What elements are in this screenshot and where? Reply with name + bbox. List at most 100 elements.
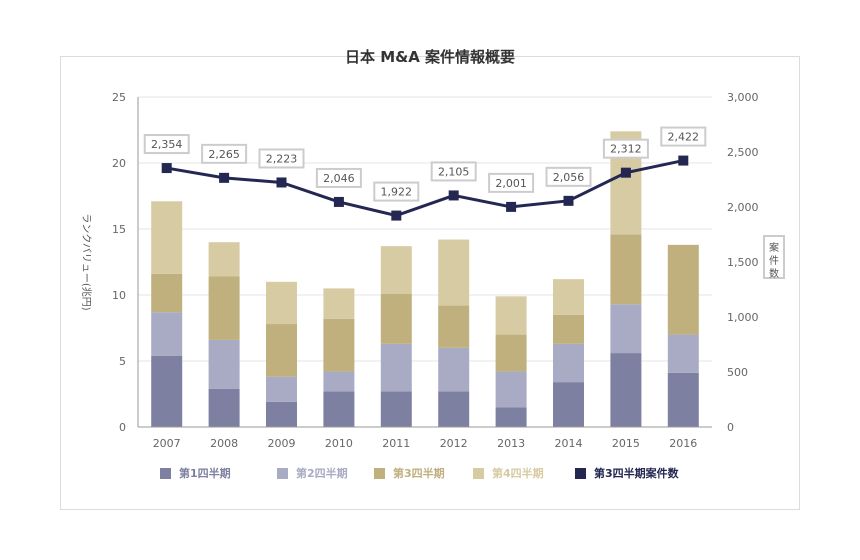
count-point — [276, 177, 287, 188]
x-tick-label: 2010 — [325, 437, 353, 450]
bar-segment — [495, 296, 527, 335]
bar-segment — [323, 391, 355, 427]
y-tick-label: 5 — [119, 355, 126, 368]
legend-swatch — [473, 467, 484, 479]
y-axis-label: ランクバリュー(兆円) — [80, 213, 92, 310]
data-label-box — [258, 148, 305, 169]
legend-item: 第4四半期 — [473, 464, 544, 482]
bar-segment — [380, 246, 412, 294]
data-label-box — [373, 181, 420, 202]
y2-tick-label: 2,000 — [727, 201, 759, 214]
y2-tick-label: 1,500 — [727, 256, 759, 269]
bar-segment — [208, 242, 240, 277]
data-labels: 2,354 2,265 2,223 2,046 1,922 2,105 2,001 2,056… — [143, 126, 707, 202]
data-label: 2,056 — [553, 171, 585, 184]
legend-item: 第2四半期 — [277, 464, 348, 482]
bar-segment — [438, 347, 470, 392]
x-tick-label: 2015 — [612, 437, 640, 450]
data-label-box — [315, 167, 362, 188]
count-point — [161, 163, 172, 174]
data-label-box — [602, 138, 649, 159]
count-point — [620, 167, 631, 178]
y2-tick-label: 500 — [727, 366, 748, 379]
legend-item: 第3四半期 — [374, 464, 445, 482]
data-label: 2,046 — [323, 172, 355, 185]
bar-segment — [553, 382, 584, 427]
data-label: 1,922 — [381, 186, 413, 199]
data-label: 2,105 — [438, 165, 470, 178]
count-point — [448, 190, 459, 201]
bar-segment — [610, 234, 642, 305]
bar-segment — [553, 314, 584, 344]
data-label-box — [143, 134, 190, 155]
data-label: 2,265 — [208, 148, 240, 161]
y2-tick-label: 3,000 — [727, 91, 759, 104]
y-tick-label: 0 — [119, 421, 126, 434]
bar-segment — [667, 334, 699, 373]
y-tick-label: 15 — [112, 223, 126, 236]
bar-segment — [208, 339, 240, 389]
bar-segment — [667, 372, 699, 427]
data-label-box — [545, 166, 592, 187]
data-label: 2,422 — [668, 131, 700, 144]
y2-axis-label: 案件数 — [769, 241, 779, 280]
legend-label: 第1四半期 — [179, 467, 231, 480]
x-tick-label: 2011 — [382, 437, 410, 450]
bar-segment — [667, 244, 699, 335]
count-point — [506, 201, 517, 212]
x-tick-label: 2016 — [669, 437, 697, 450]
count-line-path — [166, 159, 684, 218]
x-tick-label: 2013 — [497, 437, 525, 450]
count-point — [219, 172, 230, 183]
count-point — [391, 210, 402, 221]
x-tick-label: 2007 — [153, 437, 181, 450]
count-point — [678, 155, 689, 166]
bar-segment — [151, 355, 183, 427]
bar-segment — [380, 343, 412, 392]
legend-item: 第3四半期案件数 — [575, 464, 679, 482]
bar-segment — [208, 276, 240, 340]
bar-segment — [151, 273, 183, 313]
data-label-box — [201, 143, 248, 164]
y-tick-label: 25 — [112, 91, 126, 104]
data-label-box — [488, 172, 535, 193]
bar-segment — [438, 391, 470, 427]
bar-segment — [438, 239, 470, 306]
bar-segment — [380, 293, 412, 344]
y2-tick-label: 0 — [727, 421, 734, 434]
x-tick-label: 2012 — [440, 437, 468, 450]
axes: 0 5 10 15 20 25 0 500 1,000 1,500 2,000 2,500 3,000 2… — [112, 91, 759, 450]
y2-tick-label: 1,000 — [727, 311, 759, 324]
bar-segment — [438, 305, 470, 348]
data-label-box — [430, 161, 477, 182]
bar-segment — [553, 279, 584, 315]
bar-segment — [323, 371, 355, 392]
bar-segment — [553, 343, 584, 383]
count-point — [563, 195, 574, 206]
chart-title: 日本 M&A 案件情報概要 — [344, 48, 516, 66]
legend-label: 第2四半期 — [296, 467, 348, 480]
count-point — [333, 196, 344, 207]
data-label: 2,223 — [266, 152, 298, 165]
legend-label: 第3四半期案件数 — [594, 467, 679, 480]
bar-segment — [495, 371, 527, 408]
legend-swatch — [575, 467, 586, 479]
bar-segment — [151, 201, 183, 274]
bar-segment — [266, 376, 297, 402]
legend-swatch — [277, 467, 288, 479]
y-tick-label: 20 — [112, 157, 126, 170]
x-tick-label: 2009 — [268, 437, 296, 450]
bar-segment — [323, 288, 355, 319]
bar-segment — [208, 388, 240, 427]
bars — [151, 131, 699, 427]
y-tick-label: 10 — [112, 289, 126, 302]
bar-segment — [610, 353, 642, 427]
y2-axis-label-box — [763, 235, 785, 279]
bar-segment — [380, 391, 412, 427]
legend-swatch — [374, 467, 385, 479]
data-label: 2,001 — [495, 177, 527, 190]
legend-item: 第1四半期 — [160, 464, 231, 482]
bar-segment — [495, 334, 527, 372]
bar-segment — [151, 312, 183, 356]
